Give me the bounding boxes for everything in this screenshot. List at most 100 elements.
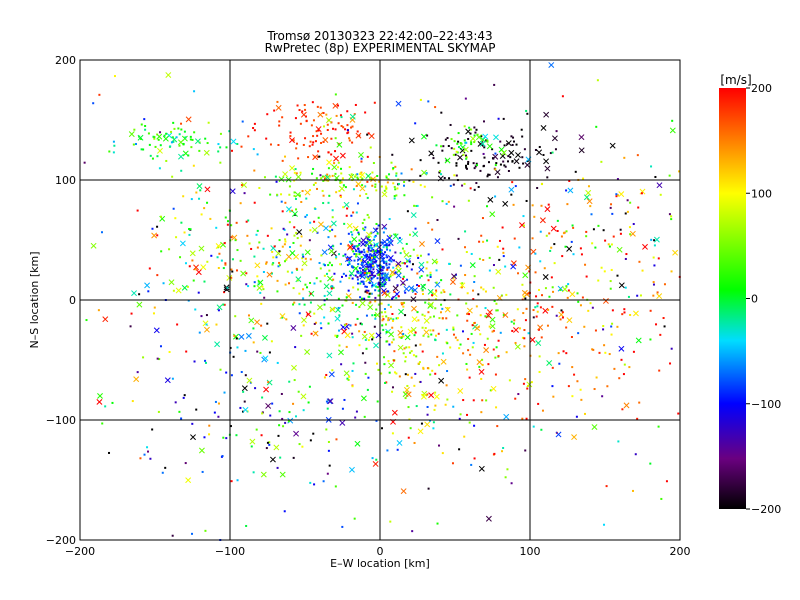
data-point-cross (137, 134, 144, 141)
data-point (278, 239, 281, 242)
data-point (177, 127, 180, 130)
data-point (221, 455, 224, 458)
data-point (385, 340, 388, 343)
data-point (288, 221, 291, 224)
data-point (320, 141, 323, 144)
data-point (349, 274, 352, 277)
data-point (308, 385, 311, 388)
data-point (327, 167, 330, 170)
data-point (423, 314, 426, 317)
data-point (385, 246, 388, 249)
data-point (351, 266, 354, 269)
data-point (318, 261, 321, 264)
data-point-cross (397, 344, 404, 351)
data-point (325, 113, 328, 116)
data-point (236, 346, 239, 349)
data-point-cross (391, 409, 398, 416)
data-point (355, 410, 358, 413)
data-point (375, 222, 378, 225)
data-point (366, 155, 369, 158)
data-point (214, 400, 217, 403)
data-point (276, 100, 279, 103)
data-point (293, 213, 296, 216)
data-point (92, 102, 95, 105)
data-point (365, 289, 368, 292)
data-point (487, 173, 490, 176)
data-point (366, 250, 369, 253)
data-point (386, 267, 389, 270)
data-point-cross (185, 477, 192, 484)
data-point-cross (168, 279, 175, 286)
data-point (305, 214, 308, 217)
data-point-cross (256, 284, 263, 291)
data-point (255, 428, 258, 431)
data-point (404, 397, 407, 400)
data-point-cross (193, 264, 200, 271)
data-point (191, 138, 194, 141)
data-point (663, 325, 666, 328)
data-point (423, 185, 426, 188)
data-point (591, 348, 594, 351)
data-point (313, 155, 316, 158)
data-point (158, 358, 161, 361)
data-point (416, 284, 419, 287)
data-point (347, 131, 350, 134)
data-point-cross (261, 334, 268, 341)
data-point (382, 318, 385, 321)
data-point (392, 318, 395, 321)
data-point (577, 332, 580, 335)
data-point (369, 274, 372, 277)
data-point (384, 272, 387, 275)
data-point (540, 336, 543, 339)
data-point (449, 346, 452, 349)
data-point (252, 471, 255, 474)
data-point-cross (339, 152, 346, 159)
data-point (324, 177, 327, 180)
data-point (198, 331, 201, 334)
data-point (266, 441, 269, 444)
data-point (295, 172, 298, 175)
data-point (518, 166, 521, 169)
data-point (576, 292, 579, 295)
data-point (189, 135, 192, 138)
data-point (288, 185, 291, 188)
data-point (411, 530, 414, 533)
data-point (358, 344, 361, 347)
data-point (309, 229, 312, 232)
data-point (438, 444, 441, 447)
data-point (377, 368, 380, 371)
data-point (367, 236, 370, 239)
data-point (609, 206, 612, 209)
data-point (505, 293, 508, 296)
data-point-cross (301, 260, 308, 267)
data-point-cross (591, 424, 598, 431)
data-point (360, 280, 363, 283)
data-point (565, 326, 568, 329)
data-point-cross (395, 267, 402, 274)
data-point (477, 293, 480, 296)
data-point (424, 301, 427, 304)
data-point (310, 124, 313, 127)
data-point (553, 243, 556, 246)
data-point (431, 228, 434, 231)
data-point (372, 336, 375, 339)
data-point-cross (334, 315, 341, 322)
data-point (172, 121, 175, 124)
data-point (522, 215, 525, 218)
data-point (611, 309, 614, 312)
data-point (595, 125, 598, 128)
data-point (313, 312, 316, 315)
data-point (364, 226, 367, 229)
data-point (338, 344, 341, 347)
data-point (475, 128, 478, 131)
data-point (367, 275, 370, 278)
data-point (659, 333, 662, 336)
data-point (284, 283, 287, 286)
data-point (538, 288, 541, 291)
data-point-cross (351, 236, 358, 243)
data-point (538, 370, 541, 373)
data-point (579, 304, 582, 307)
data-point (417, 256, 420, 259)
data-point (403, 194, 406, 197)
data-point (330, 153, 333, 156)
